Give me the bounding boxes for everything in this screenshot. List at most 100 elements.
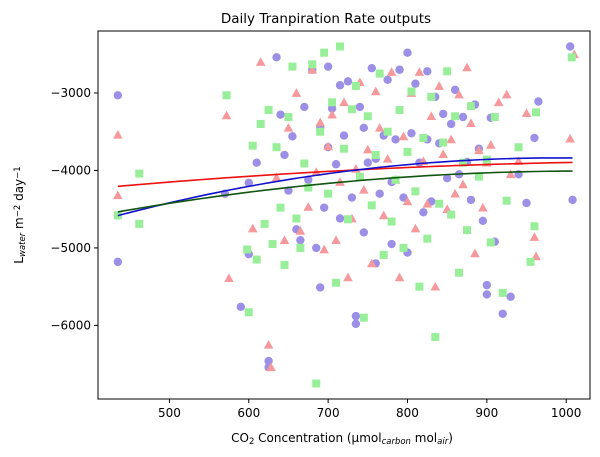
circle-point [244, 178, 253, 188]
triangle-point [283, 123, 294, 132]
square-point [135, 219, 144, 228]
triangle-point [363, 144, 373, 154]
triangle-point [221, 110, 232, 120]
triangle-point [370, 86, 381, 96]
square-point [312, 379, 321, 388]
square-point [455, 268, 464, 277]
square-point [340, 144, 348, 153]
circle-point [466, 195, 476, 205]
circle-point [339, 131, 349, 140]
square-point [244, 308, 253, 317]
triangle-point [247, 223, 258, 233]
circle-point [383, 75, 392, 85]
square-point [423, 234, 432, 243]
triangle-point [466, 118, 476, 128]
triangle-point [113, 190, 123, 200]
circle-point [113, 257, 123, 267]
x-tick-label: 500 [158, 406, 181, 420]
square-point [502, 196, 511, 205]
square-point [332, 278, 341, 287]
square-point [324, 189, 333, 198]
square-point [498, 288, 507, 297]
circle-point [482, 280, 492, 290]
fit-line-green [117, 170, 573, 213]
circle-point [252, 158, 261, 167]
triangle-point [378, 210, 389, 220]
triangle-point [271, 172, 282, 182]
triangle-point [295, 226, 306, 235]
square-point [308, 60, 317, 69]
square-point [248, 141, 257, 150]
square-point [375, 69, 384, 78]
square-point [447, 210, 456, 219]
square-point [431, 333, 440, 342]
triangle-point [521, 108, 532, 117]
square-point [395, 106, 404, 115]
triangle-point [319, 244, 329, 254]
triangle-point [450, 188, 460, 198]
triangle-point [359, 185, 369, 194]
circle-point [359, 228, 369, 237]
y-tick-label: −3000 [50, 86, 91, 100]
square-point [336, 42, 345, 51]
square-point [435, 199, 444, 208]
circle-point [355, 102, 365, 112]
circle-point [387, 239, 396, 249]
circle-point [446, 119, 456, 129]
circle-point [296, 235, 305, 245]
triangle-point [493, 97, 504, 107]
circle-point [351, 311, 361, 321]
triangle-point [402, 196, 413, 206]
square-point [359, 313, 368, 322]
square-point [320, 48, 329, 57]
triangle-point [394, 272, 405, 282]
triangle-point [279, 235, 290, 245]
triangle-point [446, 134, 456, 144]
square-point [367, 201, 376, 210]
square-point [351, 82, 360, 91]
triangle-point [438, 149, 448, 159]
triangle-point [474, 145, 484, 155]
circle-point [530, 133, 539, 143]
x-tick-label: 800 [396, 406, 419, 420]
x-axis-label: CO2 Concentration (µmolcarbon molair) [231, 431, 453, 447]
fit-line-red [117, 161, 573, 188]
circle-point [236, 302, 246, 312]
triangle-point [458, 179, 468, 189]
square-point [403, 147, 412, 156]
circle-point [351, 319, 361, 329]
square-point [567, 53, 576, 62]
triangle-point [374, 123, 385, 132]
square-point [532, 108, 541, 117]
triangle-point [470, 248, 480, 258]
square-point [272, 143, 281, 152]
square-point [407, 87, 416, 96]
circle-point [450, 85, 460, 95]
square-point [399, 243, 408, 252]
circle-point [565, 42, 575, 51]
square-point [411, 187, 420, 196]
square-point [292, 214, 301, 223]
square-point [451, 112, 460, 121]
triangle-point [331, 235, 341, 245]
square-point [328, 98, 337, 107]
circle-point [534, 97, 543, 106]
circle-point [280, 150, 289, 160]
circle-point [375, 189, 384, 198]
triangle-point [529, 232, 540, 241]
square-point [276, 203, 285, 212]
circle-point [319, 203, 329, 212]
triangle-point [382, 154, 393, 163]
square-point [288, 62, 297, 71]
circle-point [327, 104, 337, 113]
circle-point [423, 67, 432, 76]
square-point [355, 172, 364, 181]
square-point [415, 282, 424, 291]
triangle-point [303, 202, 314, 211]
square-point [459, 158, 468, 167]
triangle-point [255, 57, 266, 66]
fit-line-blue [117, 157, 573, 217]
circle-point [399, 193, 408, 202]
square-point [514, 143, 523, 152]
plot-frame [97, 30, 591, 400]
